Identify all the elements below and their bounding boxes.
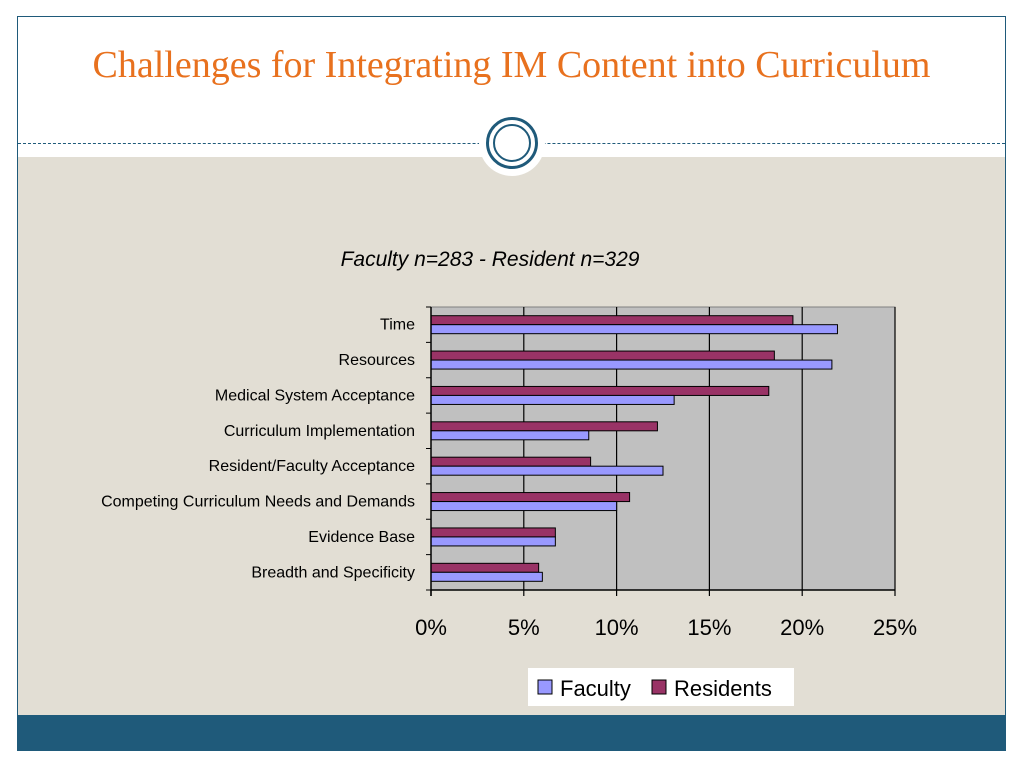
legend-label-residents: Residents: [674, 676, 772, 701]
x-tick-label: 15%: [687, 615, 731, 640]
bar-residents: [430, 527, 556, 538]
category-label: Resident/Faculty Acceptance: [209, 458, 415, 475]
chart-title: Faculty n=283 - Resident n=329: [341, 248, 640, 271]
bar-residents: [430, 562, 540, 573]
footer-bar: [18, 715, 1005, 750]
x-tick-label: 0%: [415, 615, 447, 640]
bar-faculty: [430, 571, 543, 582]
bar-residents: [430, 315, 794, 326]
bar-faculty: [430, 359, 833, 370]
plot-area: [430, 306, 896, 591]
bar-faculty: [430, 465, 664, 476]
legend-swatch-faculty: [537, 679, 553, 695]
bar-faculty: [430, 501, 618, 512]
category-label: Time: [380, 317, 415, 334]
x-tick-label: 25%: [873, 615, 917, 640]
category-label: Resources: [339, 352, 415, 369]
bar-residents: [430, 385, 770, 396]
circle-ornament-icon: [486, 117, 538, 169]
category-label: Medical System Acceptance: [215, 387, 415, 404]
bar-faculty: [430, 394, 675, 405]
bar-residents: [430, 456, 592, 467]
x-tick-label: 5%: [508, 615, 540, 640]
bar-residents: [430, 350, 775, 361]
x-tick-label: 20%: [780, 615, 824, 640]
bar-faculty: [430, 536, 556, 547]
category-label: Competing Curriculum Needs and Demands: [101, 494, 415, 511]
bar-faculty: [430, 324, 838, 335]
legend-swatch-residents: [651, 679, 667, 695]
category-label: Evidence Base: [308, 529, 415, 546]
bar-faculty: [430, 430, 590, 441]
x-tick-label: 10%: [595, 615, 639, 640]
bar-residents: [430, 492, 631, 503]
bar-residents: [430, 421, 658, 432]
category-label: Curriculum Implementation: [224, 423, 415, 440]
slide-title: Challenges for Integrating IM Content in…: [92, 44, 931, 86]
category-label: Breadth and Specificity: [251, 564, 415, 581]
legend-label-faculty: Faculty: [560, 676, 631, 701]
